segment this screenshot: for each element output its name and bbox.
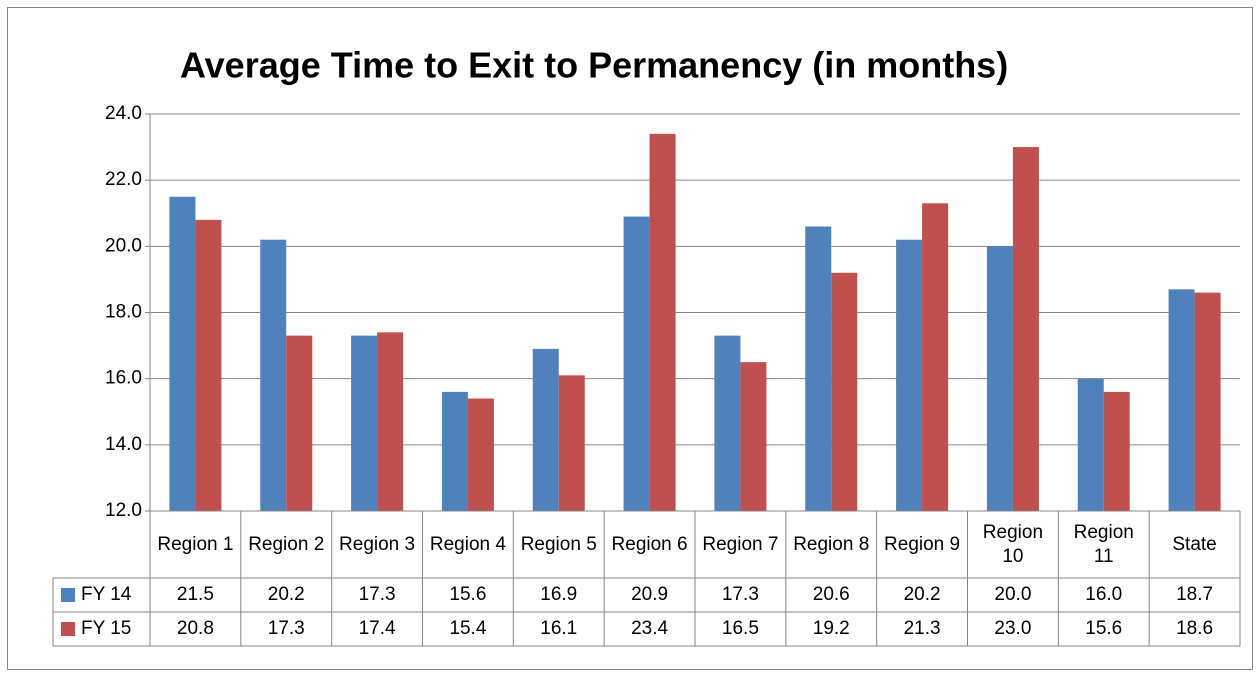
y-tick-label: 22.0 xyxy=(105,169,142,190)
bar xyxy=(467,398,494,511)
bar xyxy=(649,133,676,511)
table-value: 21.3 xyxy=(904,618,941,639)
category-label: Region 9 xyxy=(884,533,961,555)
y-tick-label: 14.0 xyxy=(105,434,142,455)
bar xyxy=(896,239,923,511)
table-value: 20.0 xyxy=(994,584,1031,605)
legend-key xyxy=(61,588,75,602)
table-value: 19.2 xyxy=(813,618,850,639)
bar xyxy=(922,203,949,511)
bar xyxy=(1103,391,1130,511)
category-label: Region 11 xyxy=(1073,521,1134,567)
bar xyxy=(377,332,404,511)
bar xyxy=(558,375,585,511)
table-value: 18.6 xyxy=(1176,618,1213,639)
category-label: Region 7 xyxy=(702,533,779,555)
category-label: State xyxy=(1172,533,1217,555)
bar xyxy=(1012,147,1039,512)
bar xyxy=(1194,292,1221,511)
y-tick-label: 16.0 xyxy=(105,368,142,389)
category-label: Region 1 xyxy=(157,533,234,555)
table-value: 20.6 xyxy=(813,584,850,605)
bar xyxy=(195,219,222,511)
table-value: 15.6 xyxy=(449,584,486,605)
bar xyxy=(532,348,559,511)
table-value: 17.3 xyxy=(722,584,759,605)
bar xyxy=(1168,289,1195,511)
legend-label: FY 15 xyxy=(81,618,131,639)
y-tick-label: 20.0 xyxy=(105,235,142,256)
legend-key xyxy=(61,622,75,636)
bar xyxy=(169,196,196,512)
category-label: Region 6 xyxy=(611,533,688,555)
table-value: 15.4 xyxy=(449,618,486,639)
category-label: Region 10 xyxy=(982,521,1044,567)
table-value: 16.0 xyxy=(1085,584,1122,605)
table-value: 16.9 xyxy=(540,584,577,605)
y-tick-label: 12.0 xyxy=(105,500,142,521)
category-label: Region 8 xyxy=(793,533,870,555)
table-value: 20.8 xyxy=(177,618,214,639)
table-value: 20.2 xyxy=(268,584,305,605)
bar xyxy=(441,391,468,511)
bar xyxy=(986,246,1013,512)
bar xyxy=(714,335,741,511)
table-value: 20.9 xyxy=(631,584,668,605)
bar xyxy=(260,239,287,511)
chart-title: Average Time to Exit to Permanency (in m… xyxy=(180,45,1008,86)
category-label: Region 2 xyxy=(248,533,325,555)
y-tick-label: 18.0 xyxy=(105,302,142,323)
table-value: 20.2 xyxy=(904,584,941,605)
bar xyxy=(351,335,378,511)
table-value: 15.6 xyxy=(1085,618,1122,639)
y-tick-label: 24.0 xyxy=(105,103,142,124)
category-label: Region 4 xyxy=(429,533,506,555)
category-label: Region 3 xyxy=(339,533,416,555)
bar xyxy=(740,362,767,511)
table-value: 18.7 xyxy=(1176,584,1213,605)
bar xyxy=(831,272,858,511)
category-label: Region 5 xyxy=(520,533,597,555)
table-value: 21.5 xyxy=(177,584,214,605)
table-value: 17.4 xyxy=(359,618,396,639)
table-value: 17.3 xyxy=(268,618,305,639)
bar xyxy=(1077,378,1104,511)
legend-label: FY 14 xyxy=(81,584,132,605)
table-value: 23.0 xyxy=(994,618,1031,639)
table-value: 16.1 xyxy=(540,618,577,639)
bar xyxy=(623,216,650,511)
table-value: 17.3 xyxy=(359,584,396,605)
bar xyxy=(805,226,832,511)
table-value: 16.5 xyxy=(722,618,759,639)
table-value: 23.4 xyxy=(631,618,668,639)
bar xyxy=(286,335,313,511)
